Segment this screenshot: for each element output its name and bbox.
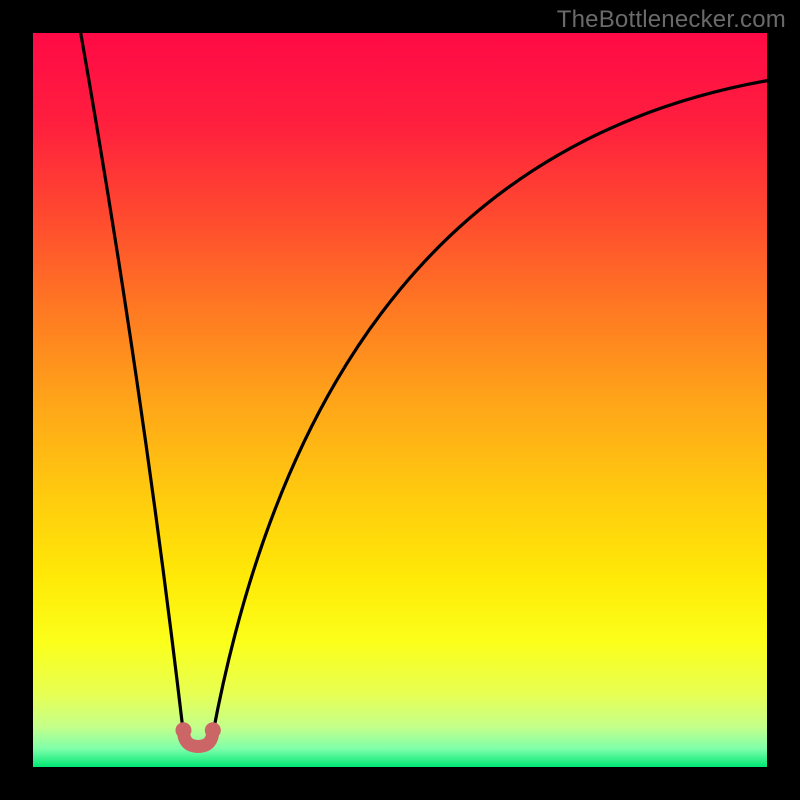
bottleneck-curve [81,33,767,746]
dip-marker-0 [175,722,191,738]
curve-layer [33,33,767,767]
watermark-text: TheBottlenecker.com [557,6,786,34]
chart-container: TheBottlenecker.com [0,0,800,800]
dip-marker-1 [205,722,221,738]
plot-area [33,33,767,767]
